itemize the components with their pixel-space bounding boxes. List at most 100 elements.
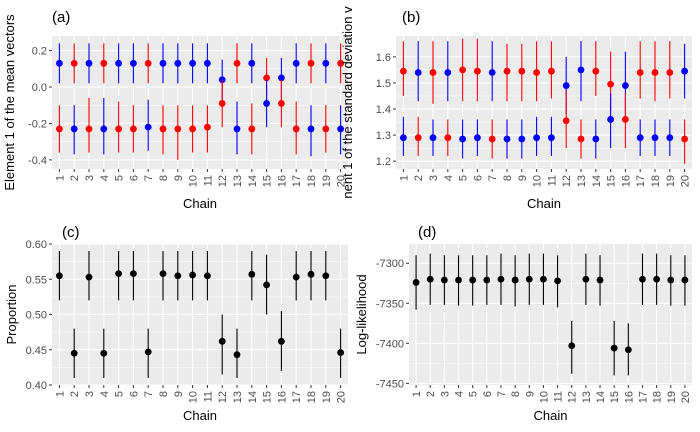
data-point bbox=[130, 125, 137, 133]
data-point bbox=[412, 279, 420, 286]
data-point bbox=[681, 135, 688, 143]
x-tick-label: 16 bbox=[276, 175, 288, 187]
x-tick-label: 17 bbox=[291, 391, 303, 403]
x-tick-label: 6 bbox=[128, 391, 140, 397]
data-point bbox=[503, 67, 511, 75]
panel-label: (d) bbox=[418, 224, 436, 241]
x-tick-label: 9 bbox=[173, 175, 185, 181]
data-point bbox=[233, 351, 241, 359]
x-tick-label: 4 bbox=[454, 391, 466, 397]
data-point bbox=[144, 59, 152, 67]
data-point bbox=[292, 59, 300, 67]
data-point bbox=[263, 74, 270, 82]
x-tick-label: 15 bbox=[609, 391, 621, 403]
x-tick-label: 19 bbox=[666, 391, 678, 403]
data-point bbox=[292, 273, 300, 281]
data-point bbox=[263, 100, 270, 107]
x-tick-label: 20 bbox=[680, 175, 692, 187]
data-point bbox=[607, 80, 614, 88]
data-point bbox=[337, 349, 344, 356]
x-tick-label: 13 bbox=[232, 175, 244, 187]
x-tick-label: 7 bbox=[496, 391, 508, 397]
data-point bbox=[322, 59, 330, 67]
x-tick-label: 11 bbox=[202, 391, 214, 402]
panel-label: (a) bbox=[52, 9, 70, 26]
data-point bbox=[292, 125, 300, 133]
x-tick-label: 10 bbox=[538, 391, 550, 403]
x-tick-label: 4 bbox=[443, 175, 455, 181]
data-point bbox=[278, 337, 285, 345]
data-point bbox=[189, 59, 197, 67]
panel-a: -0.4-0.20.00.21 2 3 4 5 6 7 8 9 10 11 12 13 14 15 16 17 1… bbox=[2, 9, 348, 211]
data-point bbox=[400, 67, 407, 75]
x-axis-title: Chain bbox=[534, 408, 568, 423]
x-tick-label: 15 bbox=[606, 175, 618, 187]
x-axis-title: Chain bbox=[183, 408, 217, 423]
x-tick-label: 5 bbox=[468, 391, 480, 397]
data-point bbox=[562, 82, 570, 89]
x-tick-label: 9 bbox=[517, 175, 529, 181]
data-point bbox=[497, 275, 505, 283]
data-point bbox=[159, 125, 167, 133]
data-point bbox=[568, 342, 576, 350]
data-point bbox=[488, 135, 496, 143]
data-point bbox=[337, 125, 344, 133]
x-tick-label: 16 bbox=[620, 175, 632, 187]
data-point bbox=[426, 275, 434, 283]
x-tick-label: 2 bbox=[425, 391, 437, 397]
data-point bbox=[455, 276, 462, 284]
data-point bbox=[667, 276, 675, 284]
data-point bbox=[666, 134, 674, 142]
x-tick-label: 11 bbox=[546, 175, 558, 186]
x-tick-label: 4 bbox=[99, 391, 111, 397]
x-tick-label: 14 bbox=[247, 391, 259, 403]
data-point bbox=[278, 74, 285, 82]
data-point bbox=[444, 69, 452, 76]
data-point bbox=[70, 349, 78, 357]
x-tick-label: 10 bbox=[188, 175, 200, 187]
x-tick-label: 20 bbox=[680, 391, 692, 403]
data-point bbox=[577, 135, 585, 143]
x-tick-label: 8 bbox=[158, 175, 170, 181]
x-tick-label: 1 bbox=[398, 175, 410, 181]
panel-label: (b) bbox=[402, 9, 420, 26]
data-point bbox=[159, 59, 167, 67]
data-point bbox=[681, 276, 689, 284]
data-point bbox=[548, 67, 555, 75]
data-point bbox=[307, 59, 315, 67]
data-point bbox=[440, 276, 448, 284]
y-tick-label: -7350 bbox=[376, 298, 404, 310]
data-point bbox=[115, 59, 122, 67]
data-point bbox=[307, 125, 315, 133]
x-tick-label: 3 bbox=[84, 175, 96, 181]
panel-b: 1.21.31.41.51.61 2 3 4 5 6 7 8 9 10 11 12 13 14 15 16 17… bbox=[340, 6, 692, 211]
x-tick-label: 11 bbox=[202, 175, 214, 186]
y-tick-label: 0.2 bbox=[32, 46, 47, 58]
x-tick-label: 6 bbox=[482, 391, 494, 397]
data-point bbox=[218, 100, 226, 107]
data-point bbox=[174, 125, 182, 133]
y-axis-title: Proportion bbox=[4, 285, 19, 345]
data-point bbox=[533, 69, 540, 76]
x-tick-label: 14 bbox=[247, 175, 259, 187]
data-point bbox=[248, 59, 256, 67]
x-tick-label: 9 bbox=[173, 391, 185, 397]
data-point bbox=[651, 134, 659, 142]
x-tick-label: 13 bbox=[581, 391, 593, 403]
data-point bbox=[636, 69, 644, 76]
data-point bbox=[653, 275, 661, 283]
y-tick-label: 0.55 bbox=[26, 274, 47, 286]
y-tick-label: -0.4 bbox=[28, 155, 47, 167]
x-tick-label: 18 bbox=[306, 391, 318, 403]
data-point bbox=[278, 100, 285, 107]
data-point bbox=[115, 125, 122, 133]
x-axis-title: Chain bbox=[183, 196, 217, 211]
data-point bbox=[622, 82, 629, 89]
x-tick-label: 1 bbox=[54, 391, 66, 397]
data-point bbox=[100, 125, 108, 133]
data-point bbox=[540, 275, 547, 283]
x-tick-label: 16 bbox=[276, 391, 288, 403]
data-point bbox=[174, 59, 182, 67]
x-tick-label: 19 bbox=[665, 175, 677, 187]
